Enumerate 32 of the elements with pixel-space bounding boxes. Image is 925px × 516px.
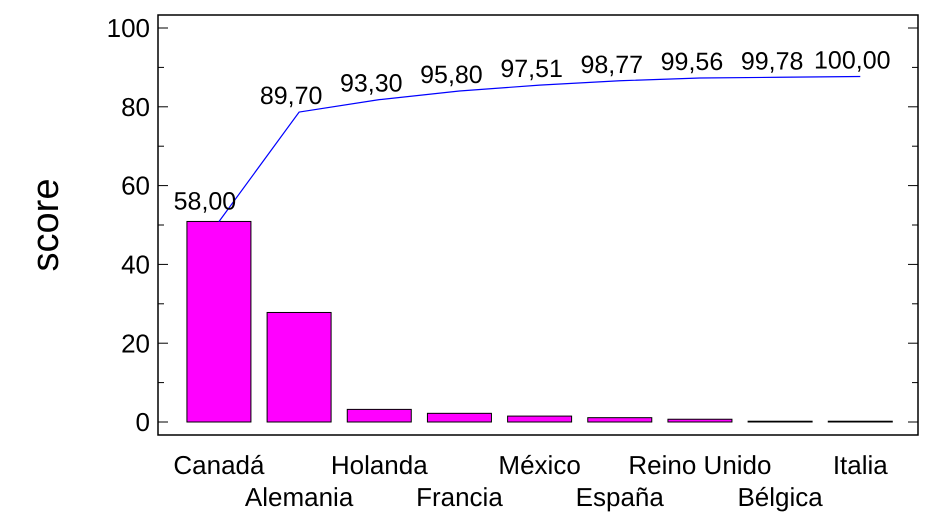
x-tick-label: Italia xyxy=(832,450,888,480)
y-tick-label: 40 xyxy=(121,250,150,280)
y-tick-label: 100 xyxy=(106,13,150,44)
x-tick-label: Canadá xyxy=(173,450,266,480)
x-tick-label: Holanda xyxy=(330,450,428,480)
data-label: 98,77 xyxy=(580,50,644,79)
bar xyxy=(587,417,652,422)
data-label: 89,70 xyxy=(260,82,322,110)
x-tick-label: España xyxy=(576,482,664,512)
data-label: 100,00 xyxy=(814,46,891,74)
y-axis-title: score xyxy=(25,178,67,272)
bar xyxy=(186,220,252,422)
y-tick-label: 60 xyxy=(121,170,150,201)
bar xyxy=(667,418,732,422)
bar xyxy=(346,408,412,422)
x-tick-label: Francia xyxy=(416,482,504,512)
x-tick-label: Reino Unido xyxy=(628,450,772,480)
data-label: 95,80 xyxy=(420,61,483,90)
y-tick-label: 20 xyxy=(121,328,150,358)
data-label: 99,78 xyxy=(740,47,804,76)
data-label: 93,30 xyxy=(340,70,403,98)
data-label: 97,51 xyxy=(500,55,563,84)
data-label: 99,56 xyxy=(660,48,724,76)
bar xyxy=(507,416,572,422)
y-tick-label: 0 xyxy=(136,407,150,438)
y-tick-label: 80 xyxy=(121,92,150,122)
x-tick-label: Alemania xyxy=(244,482,354,512)
bar xyxy=(266,312,332,422)
data-label: 58,00 xyxy=(174,188,236,216)
bar xyxy=(426,412,492,422)
x-tick-label: Bélgica xyxy=(737,482,824,512)
x-tick-label: México xyxy=(498,450,581,480)
